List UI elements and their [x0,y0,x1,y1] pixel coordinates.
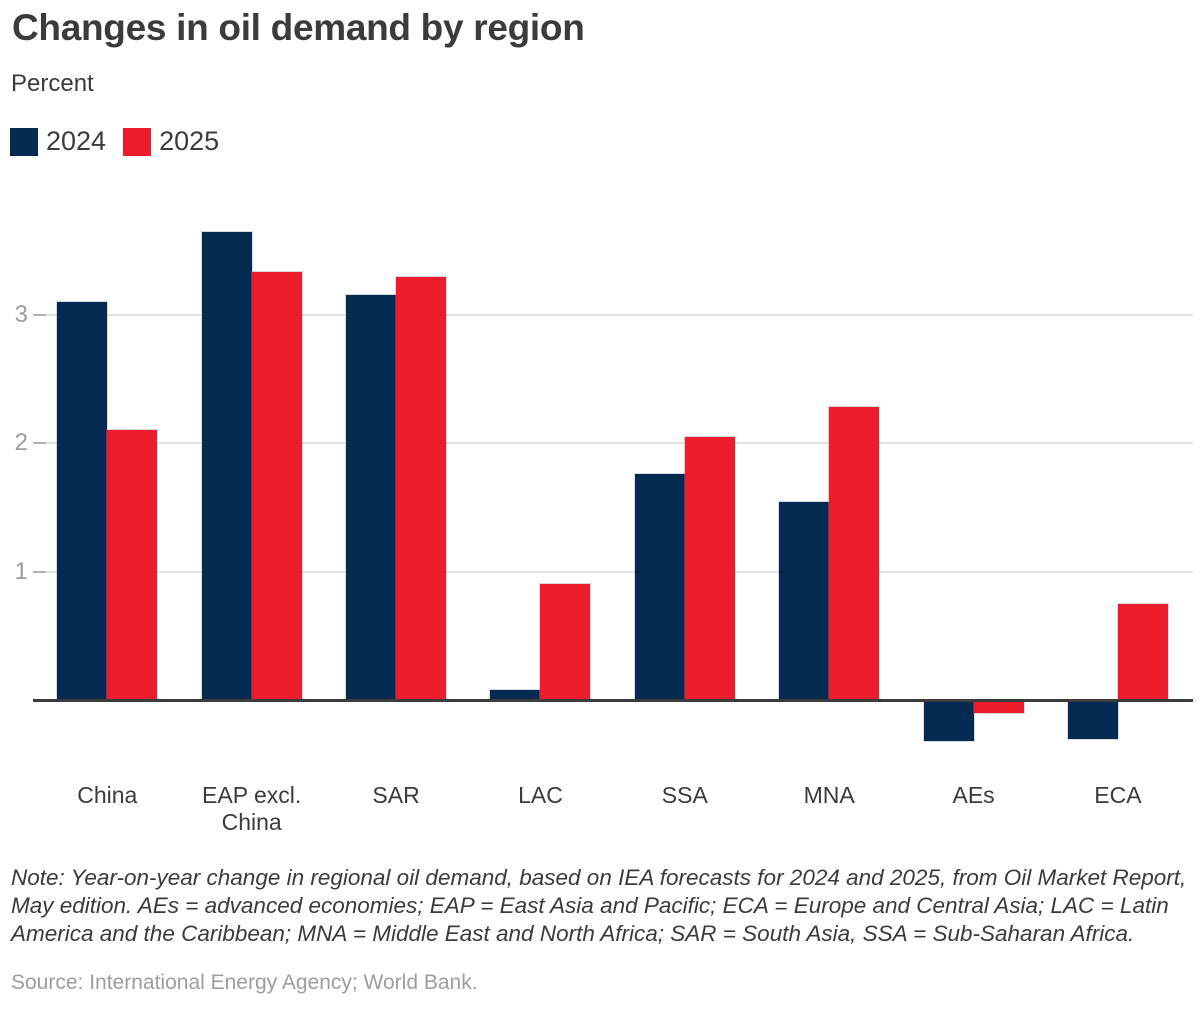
bar-2025-eca [1117,603,1168,700]
xtick-label-aes: AEs [952,782,995,808]
plot-area: 1 2 3 China EAP excl. China SAR LAC SSA MNA AEs EC… [0,185,1200,835]
bar-2024-sar [346,295,397,700]
bar-2025-mna [829,407,880,700]
ytick-label-2: 2 [14,429,28,456]
legend-item-2025: 2025 [123,126,219,157]
bar-2024-china [57,301,108,700]
note-text: Note: Year-on-year change in regional oi… [11,865,1187,946]
bar-2024-lac [490,689,541,700]
bar-2025-china [107,430,158,700]
legend-label-2024: 2024 [46,126,107,156]
ytick-label-1: 1 [14,557,28,585]
chart-unit-label: Percent [11,70,94,97]
bar-2024-eap-excl-china [201,232,252,700]
chart-legend: 2024 2025 [10,126,236,157]
gridline-2 [33,442,1193,444]
xtick-label-eca: ECA [1094,782,1142,808]
legend-swatch-2025-icon [123,127,152,156]
bar-2024-ssa [634,473,685,700]
bar-2025-sar [396,277,447,700]
xtick-label-lac: LAC [518,782,563,808]
bar-2025-eap-excl-china [251,272,302,700]
legend-label-2025: 2025 [159,126,220,156]
bar-2024-eca [1067,700,1118,739]
bar-2025-lac [540,584,591,700]
chart-title: Changes in oil demand by region [12,7,585,48]
bar-2025-ssa [684,436,735,700]
xtick-label-eap-excl-china: EAP excl. China [202,782,302,835]
bar-2024-aes [923,700,974,742]
xtick-label-ssa: SSA [661,782,708,808]
ytick-label-3: 3 [14,300,28,328]
ytick-mark-2 [33,442,46,444]
legend-swatch-2024-icon [10,127,38,156]
ytick-mark-3 [33,313,46,316]
gridline-3 [33,313,1193,316]
ytick-mark-1 [33,570,46,573]
legend-item-2024: 2024 [10,126,106,157]
bar-2024-mna [779,502,830,700]
bar-2025-aes [973,700,1024,713]
xtick-label-mna: MNA [803,782,855,808]
source-text: Source: International Energy Agency; Wor… [11,971,478,994]
gridline-1 [33,570,1193,573]
xtick-label-china: China [77,782,138,808]
xtick-label-sar: SAR [372,782,420,808]
x-axis-line [33,698,1193,702]
